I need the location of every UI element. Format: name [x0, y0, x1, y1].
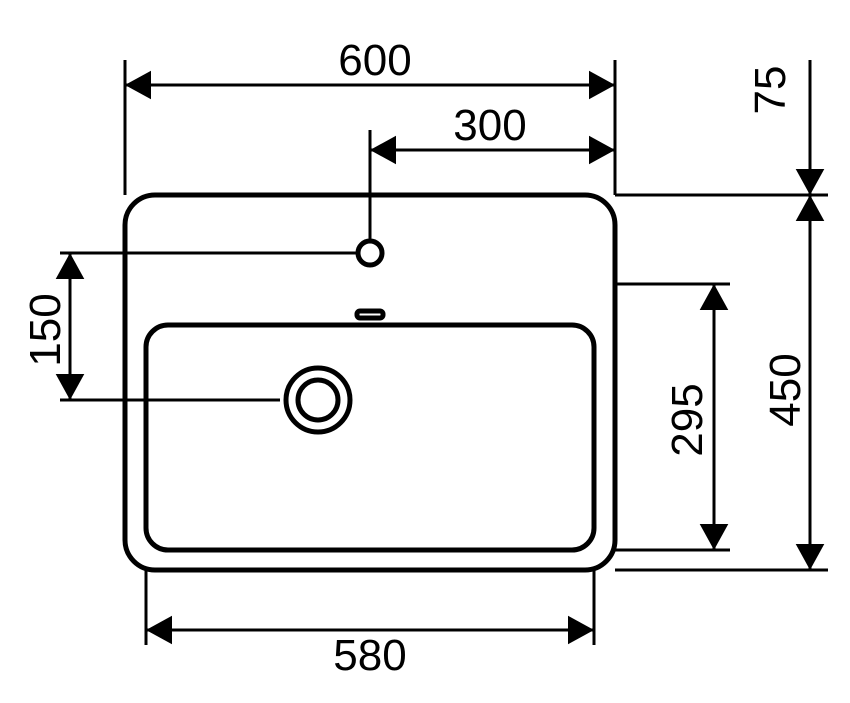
dim-label-600: 600 — [338, 36, 411, 85]
dim-label-295: 295 — [663, 383, 712, 456]
dim-label-580: 580 — [333, 631, 406, 680]
dim-label-300: 300 — [453, 101, 526, 150]
dim-label-450: 450 — [761, 353, 810, 426]
dim-label-75: 75 — [746, 66, 795, 115]
dim-label-150: 150 — [21, 293, 70, 366]
technical-drawing: 600 300 580 150 75 295 450 — [0, 0, 850, 703]
